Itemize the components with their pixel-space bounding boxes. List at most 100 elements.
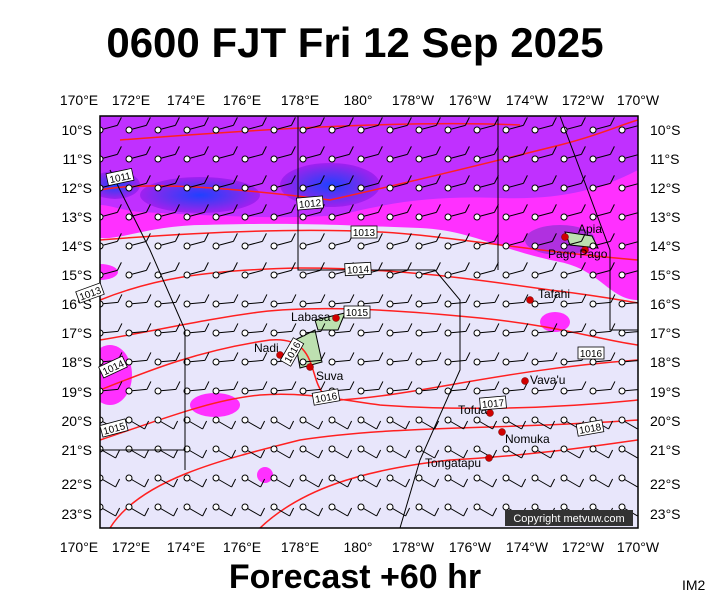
station: [531, 445, 539, 453]
wind-barb-feather: [232, 233, 238, 242]
wind-barb-feather: [319, 262, 325, 271]
wind-barb-feather: [144, 478, 150, 488]
station: [531, 155, 539, 163]
wind-barb-feather: [233, 323, 239, 332]
station: [473, 271, 481, 279]
station: [270, 271, 278, 279]
wind-barb-feather: [434, 478, 440, 488]
wind-barb-feather: [580, 117, 586, 126]
wind-barb-feather: [290, 117, 296, 126]
longitude-label: 170°W: [617, 539, 660, 555]
wind-barb-feather: [116, 233, 122, 242]
station: [618, 503, 626, 511]
isobar-label-box: [279, 337, 305, 367]
station: [357, 213, 365, 221]
station: [241, 416, 249, 424]
wind-barb-feather: [117, 294, 123, 303]
station: [328, 242, 336, 250]
station: [212, 300, 220, 308]
station: [415, 155, 423, 163]
isobar-label: 1017: [479, 395, 507, 411]
station: [270, 358, 278, 366]
station: [531, 300, 539, 308]
station: [183, 474, 191, 482]
copyright-box: [505, 510, 633, 526]
wind-barb-feather: [494, 352, 500, 361]
wind-barb-feather: [407, 352, 413, 361]
station: [299, 300, 307, 308]
station: [415, 271, 423, 279]
wind-barb-feather: [232, 117, 238, 126]
wind-barb-feather: [290, 262, 296, 271]
station: [125, 271, 133, 279]
wind-barb-feather: [407, 323, 413, 332]
station: [502, 300, 510, 308]
latitude-label: 19°S: [650, 384, 681, 400]
wind-barb-feather: [262, 323, 268, 332]
copyright: Copyright metvuw.com: [513, 513, 624, 525]
station: [502, 416, 510, 424]
wind-barb-feather: [290, 146, 296, 155]
map-area: [100, 116, 643, 528]
station: [473, 184, 481, 192]
station: [415, 387, 423, 395]
wind-barb-feather: [320, 323, 326, 332]
station: [154, 416, 162, 424]
wind-barb-feather: [318, 420, 324, 430]
station: [357, 155, 365, 163]
station: [241, 242, 249, 250]
wind-barb-feather: [233, 381, 239, 390]
wind-barb-feather: [639, 146, 643, 154]
wind-barb-feather: [262, 294, 268, 303]
wind-barb-feather: [144, 420, 150, 430]
station: [618, 271, 626, 279]
wind-barb-feather: [579, 449, 585, 459]
longitude-label: 174°W: [506, 92, 549, 108]
station: [212, 503, 220, 511]
station: [502, 184, 510, 192]
latitude-label: 18°S: [650, 354, 681, 370]
wind-barb-feather: [465, 323, 471, 332]
longitude-label: 172°W: [562, 539, 605, 555]
wind-barb-feather: [609, 233, 615, 242]
station: [444, 300, 452, 308]
station: [212, 416, 220, 424]
station: [125, 155, 133, 163]
station: [125, 503, 133, 511]
wind-barb-feather: [289, 478, 295, 488]
station: [531, 387, 539, 395]
wind-barb-feather: [319, 204, 325, 213]
station: [154, 474, 162, 482]
station: [502, 503, 510, 511]
wind-barb-feather: [581, 323, 587, 332]
wind-barb-feather: [116, 262, 122, 271]
wind-barb-feather: [435, 262, 441, 271]
wind-barb-feather: [231, 420, 237, 430]
isobar-label-box: [343, 305, 371, 319]
wind-barb-feather: [378, 294, 384, 303]
station: [183, 155, 191, 163]
wind-barb-feather: [203, 117, 209, 126]
station: [589, 387, 597, 395]
wind-barb-feather: [377, 175, 383, 184]
longitude-label: 172°E: [112, 539, 150, 555]
station: [618, 213, 626, 221]
wind-barb-feather: [174, 117, 180, 126]
wind-barb-feather: [146, 294, 152, 303]
station: [589, 503, 597, 511]
station: [531, 271, 539, 279]
station: [125, 184, 133, 192]
station: [560, 329, 568, 337]
station: [444, 126, 452, 134]
wind-barb-feather: [465, 352, 471, 361]
wind-barb-feather: [291, 294, 297, 303]
station: [241, 329, 249, 337]
station: [415, 474, 423, 482]
wind-barb-feather: [145, 175, 151, 184]
wind-barb-feather: [609, 262, 615, 271]
wind-barb-feather: [435, 146, 441, 155]
station: [589, 329, 597, 337]
station: [212, 445, 220, 453]
station: [386, 300, 394, 308]
station: [531, 474, 539, 482]
